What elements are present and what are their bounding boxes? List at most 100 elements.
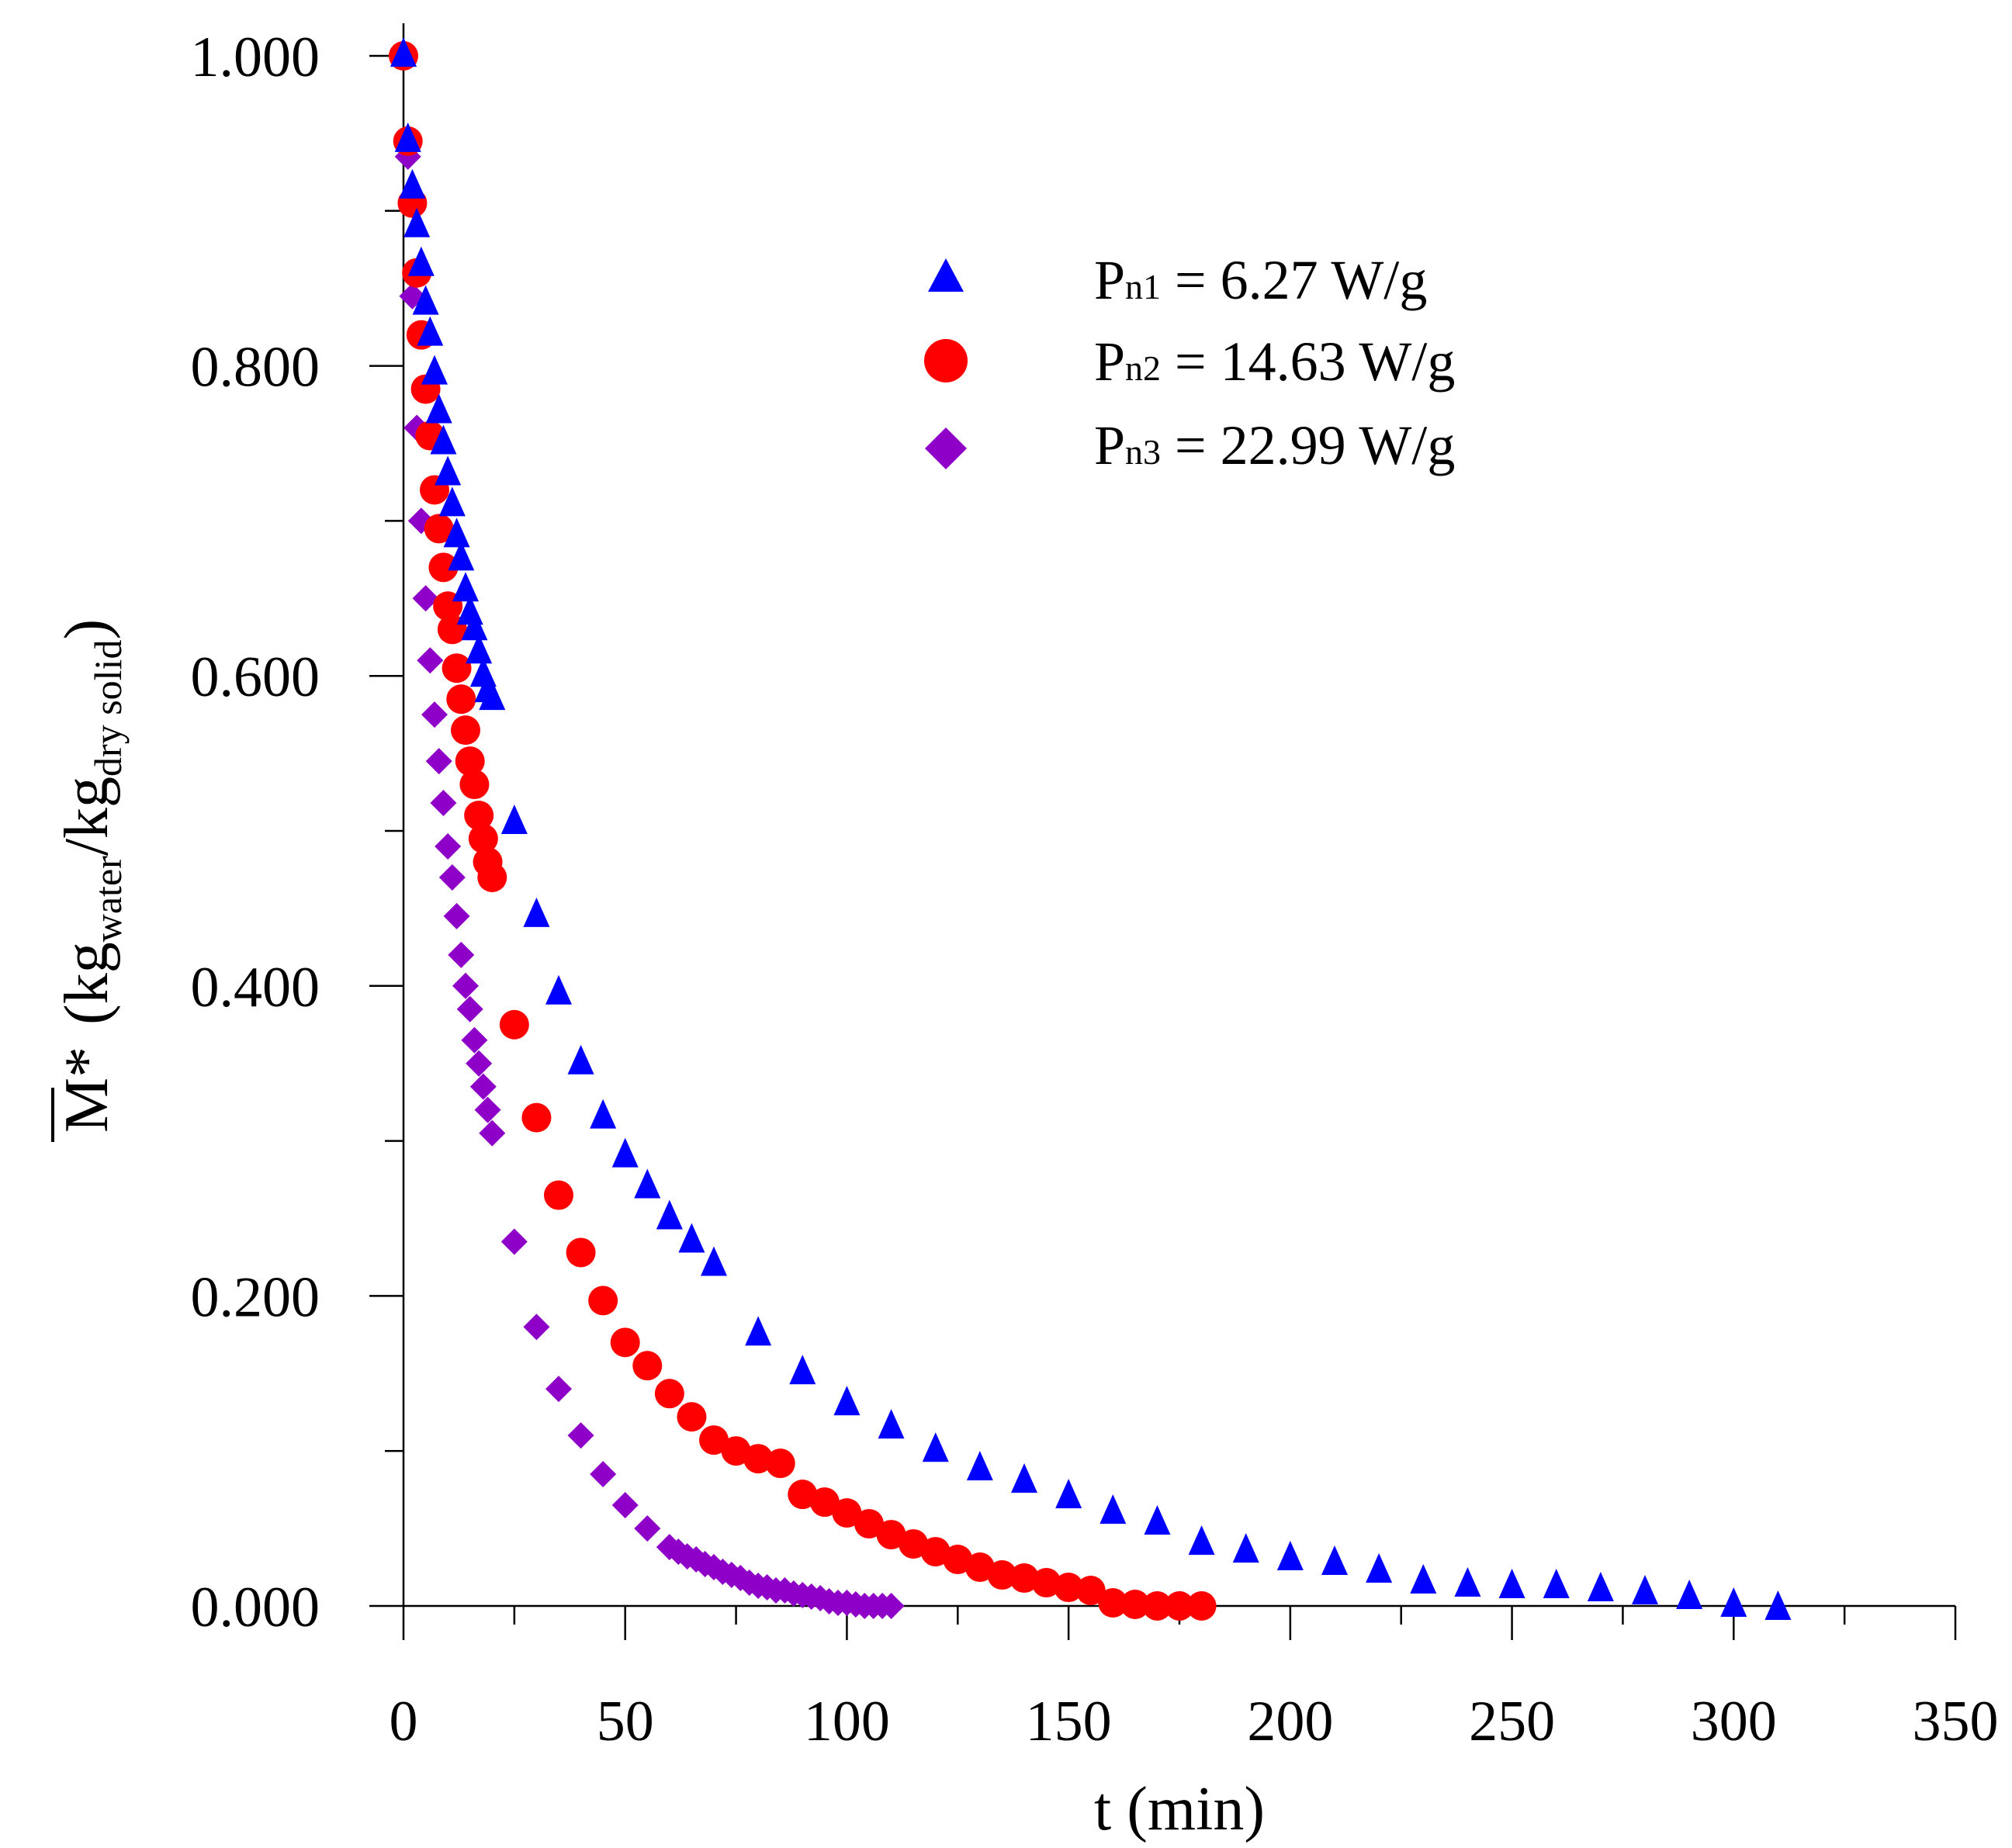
data-point-triangle [1188,1525,1215,1556]
data-point-circle [987,1560,1017,1590]
data-point-diamond [412,585,439,612]
data-point-circle [721,1436,751,1466]
legend-label-pn1-rest: = 6.27 W/g [1161,249,1427,311]
data-point-circle [943,1545,973,1575]
y-axis-title-symbol: M* [53,1047,121,1133]
data-point-triangle [966,1451,993,1481]
data-point-triangle [407,246,435,276]
data-point-circle [1031,1568,1061,1598]
data-point-diamond [500,1228,528,1255]
series-diamond [394,143,905,1619]
svg-text:Pn3 = 22.99 W/g: Pn3 = 22.99 W/g [1094,414,1455,476]
legend-label-pn2-sub: n2 [1125,348,1161,388]
legend-item-pn3: Pn3 = 22.99 W/g [925,414,1455,476]
y-tick-label: 0.200 [191,1265,320,1329]
data-point-diamond [634,1515,661,1542]
data-point-circle [920,1537,951,1567]
data-point-triangle [701,1246,727,1276]
data-point-diamond [523,1313,550,1341]
tick-labels: 0 50 100 150 200 250 300 350 0.000 0.200 0.400 0.60… [191,26,1999,1753]
data-point-diamond [567,1422,594,1449]
data-point-diamond [452,972,479,999]
legend-item-pn1: Pn1 = 6.27 W/g [928,249,1427,311]
data-point-circle [809,1487,840,1518]
data-point-triangle [390,37,417,67]
svg-text:M*(kgwater/kgdry solid): M* (kgwater/kgdry solid) [53,619,130,1133]
data-point-triangle [452,572,479,602]
data-point-circle [442,653,472,683]
data-point-circle [468,823,498,853]
data-point-diamond [611,1492,639,1519]
data-point-diamond [425,748,452,775]
data-point-triangle [523,897,550,927]
x-tick-label: 100 [804,1690,890,1753]
data-point-circle [743,1444,774,1474]
data-point-circle [1120,1590,1150,1620]
data-point-circle [1098,1588,1128,1618]
data-point-triangle [1321,1545,1348,1576]
data-point-triangle [634,1168,661,1199]
data-point-triangle [421,355,448,385]
y-axis-title: M* (kgwater/kgdry solid) [51,619,130,1142]
data-point-circle [588,1286,618,1316]
data-point-diamond [435,832,462,860]
data-point-diamond [438,863,466,891]
data-point-circle [544,1180,573,1210]
legend-marker-triangle [928,258,964,292]
data-point-circle [464,801,494,831]
data-point-circle [1165,1591,1194,1621]
data-point-diamond [590,1461,617,1488]
data-point-triangle [1720,1587,1747,1617]
data-point-circle [459,770,490,800]
data-point-diamond [466,1050,493,1077]
data-point-triangle [1454,1567,1481,1597]
data-point-circle [521,1102,552,1133]
y-axis-title-sub-dry-solid: dry solid [86,640,130,777]
legend-item-pn2: Pn2 = 14.63 W/g [924,330,1455,393]
y-axis-title-open: (kg [53,942,121,1025]
data-point-circle [566,1237,596,1268]
data-point-triangle [448,541,475,571]
data-point-triangle [403,207,431,237]
data-point-triangle [545,974,572,1005]
x-tick-label: 250 [1469,1690,1555,1753]
data-point-circle [1054,1573,1084,1603]
data-point-circle [499,1009,529,1040]
data-point-triangle [479,680,506,711]
data-point-triangle [425,393,452,424]
data-point-triangle [1498,1569,1525,1599]
data-point-triangle [1366,1553,1393,1583]
data-point-circle [455,746,485,777]
y-tick-label: 1.000 [191,26,320,89]
x-tick-label: 350 [1913,1690,1999,1753]
data-point-circle [1075,1576,1106,1606]
data-point-circle [632,1351,663,1381]
data-point-diamond [443,902,470,929]
data-point-circle [765,1448,795,1479]
data-point-circle [677,1402,707,1432]
data-point-circle [1186,1591,1217,1621]
data-point-triangle [1011,1463,1037,1493]
data-point-circle [854,1509,884,1539]
legend-label-pn1-sub: n1 [1125,267,1161,306]
data-point-triangle [1410,1564,1437,1594]
data-point-circle [424,514,454,544]
data-point-diamond [469,1073,497,1100]
svg-text:Pn2 = 14.63 W/g: Pn2 = 14.63 W/g [1094,330,1455,393]
data-point-triangle [1276,1541,1304,1571]
series-triangle [390,37,1792,1620]
data-point-triangle [443,517,470,548]
data-point-triangle [611,1137,639,1168]
data-point-triangle [1100,1494,1127,1524]
data-point-circle [477,862,507,892]
legend-label-pn1-main: P [1094,249,1125,311]
data-marks [389,37,1792,1621]
legend-marker-diamond [925,427,967,469]
x-tick-label: 0 [390,1690,418,1753]
data-point-triangle [438,486,466,517]
y-axis-title-close: ) [53,619,121,640]
legend-label-pn3-sub: n3 [1125,432,1161,472]
data-point-triangle [1587,1572,1614,1602]
